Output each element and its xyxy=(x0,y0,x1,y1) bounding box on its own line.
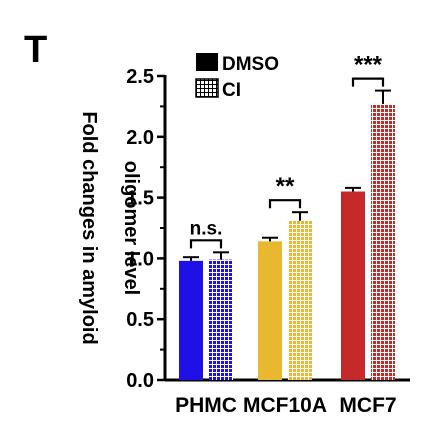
y-axis-label-line2: oligomer level xyxy=(120,161,142,296)
significance-bracket xyxy=(268,199,302,209)
y-tick-label: 2.5 xyxy=(126,66,154,88)
significance-bracket xyxy=(189,239,223,249)
y-tick-label: 2.0 xyxy=(126,127,154,149)
axes: 0.0 0.5 1.0 1.5 2.0 2.5 xyxy=(126,66,410,392)
y-axis-label-line1: Fold changes in amyloid xyxy=(78,111,100,344)
significance-bracket xyxy=(351,77,385,87)
y-tick-label: 1.5 xyxy=(126,188,154,210)
bars xyxy=(179,89,395,380)
annotations: PHMC n.s. MCF10A ** MCF7 *** xyxy=(175,52,397,417)
bar-phmc-ci xyxy=(209,259,233,380)
legend-label-ci: CI xyxy=(222,80,241,101)
y-tick-label: 1.0 xyxy=(126,248,154,270)
legend-swatch-dmso xyxy=(196,53,218,71)
bar-phmc-dmso xyxy=(179,260,203,380)
y-tick-label: 0.0 xyxy=(126,370,154,392)
bar-mcf10a-dmso xyxy=(258,241,282,380)
bar-mcf10a-ci xyxy=(288,220,312,380)
legend-label-dmso: DMSO xyxy=(222,54,279,75)
panel-label: T xyxy=(24,29,47,71)
x-tick-label: PHMC xyxy=(175,394,237,417)
legend: DMSO CI xyxy=(195,53,279,101)
significance-label: ** xyxy=(276,173,295,200)
x-tick-label: MCF10A xyxy=(243,394,327,417)
bar-mcf7-ci xyxy=(371,103,395,380)
bar-mcf7-dmso xyxy=(341,191,365,380)
legend-swatch-ci xyxy=(195,78,219,98)
y-tick-label: 0.5 xyxy=(126,309,154,331)
significance-label: *** xyxy=(354,52,383,79)
x-tick-label: MCF7 xyxy=(339,394,396,417)
significance-label: n.s. xyxy=(190,218,223,239)
